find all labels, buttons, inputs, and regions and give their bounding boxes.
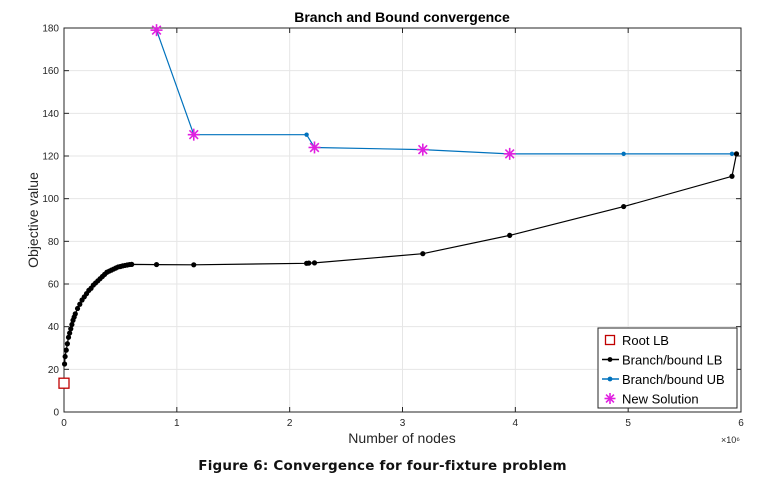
legend-star-icon <box>604 393 616 404</box>
y-tick-label: 60 <box>48 280 60 291</box>
new-solution-marker <box>503 147 516 160</box>
lb-point <box>507 232 513 238</box>
ub-point <box>304 132 309 137</box>
lb-point <box>621 203 627 210</box>
legend-entry-label: Root LB <box>622 333 669 348</box>
new-solution-marker <box>308 141 321 154</box>
legend-entry-label: Branch/bound UB <box>622 372 725 387</box>
lb-point <box>64 341 70 347</box>
lb-point <box>191 262 197 268</box>
legend-box <box>597 327 738 409</box>
y-tick-label: 140 <box>42 109 59 120</box>
legend-dot-icon <box>607 376 613 382</box>
y-tick-label: 180 <box>42 24 59 35</box>
x-tick-label: 1 <box>174 418 180 429</box>
lb-point <box>729 173 735 179</box>
lb-point <box>68 326 74 332</box>
x-tick-label: 0 <box>61 418 67 429</box>
ub-point <box>729 151 735 157</box>
new-solution-marker <box>187 128 200 141</box>
lb-point <box>69 321 75 328</box>
lb-point <box>72 311 78 317</box>
figure-caption: Figure 6: Convergence for four-fixture p… <box>198 458 567 474</box>
y-axis-label: Objective value <box>25 172 41 268</box>
lb-point <box>733 151 740 157</box>
legend-entry-label: Branch/bound LB <box>622 353 722 368</box>
legend-root-lb-icon <box>604 334 616 346</box>
lb-point <box>306 260 312 266</box>
y-tick-label: 0 <box>53 408 59 419</box>
lb-point <box>311 260 318 266</box>
y-tick-label: 80 <box>48 237 60 248</box>
root-lb-marker <box>58 377 70 389</box>
x-tick-label: 4 <box>513 418 519 429</box>
lb-point <box>129 261 135 267</box>
lb-point <box>74 305 81 312</box>
chart-title: Branch and Bound convergence <box>294 9 510 25</box>
lb-point <box>63 347 69 353</box>
series-group <box>58 24 740 389</box>
lb-point <box>62 353 68 360</box>
y-tick-label: 20 <box>48 365 60 376</box>
lb-point <box>67 330 73 336</box>
legend-dot-icon <box>607 357 613 362</box>
new-solution-marker <box>416 143 429 156</box>
lb-point <box>153 261 160 268</box>
ub-point <box>621 151 626 157</box>
x-axis-label: Number of nodes <box>348 430 455 446</box>
y-tick-label: 160 <box>42 66 59 77</box>
x-tick-label: 5 <box>625 418 631 429</box>
x-tick-label: 6 <box>738 418 744 429</box>
lb-point <box>65 334 72 340</box>
y-tick-label: 120 <box>42 152 59 163</box>
legend-entry-label: New Solution <box>622 392 699 407</box>
x-tick-label: 3 <box>400 418 406 429</box>
y-tick-label: 100 <box>42 194 59 205</box>
legend: Root LB Branch/bound LB Branch/bound UB New… <box>597 327 738 409</box>
lb-point <box>77 301 83 307</box>
lb-point <box>61 361 68 367</box>
x-axis-exponent-label: ×10⁶ <box>721 435 740 445</box>
y-tick-label: 40 <box>48 322 60 333</box>
new-solution-marker <box>150 24 163 37</box>
x-tick-label: 2 <box>287 418 293 429</box>
lb-point <box>420 251 426 257</box>
